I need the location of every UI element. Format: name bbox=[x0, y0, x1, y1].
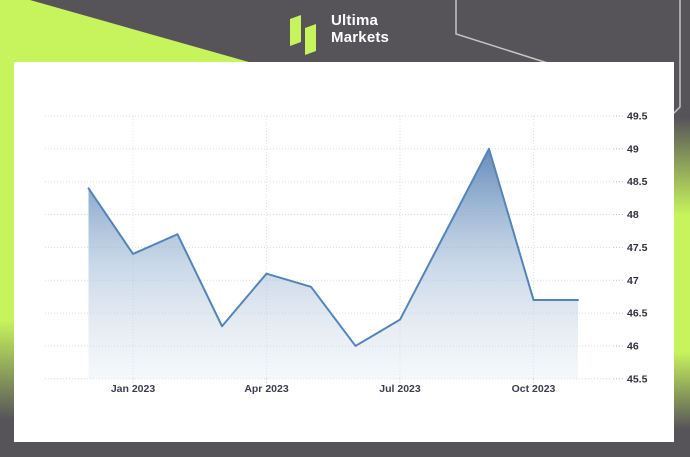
outline-chevron-decorations bbox=[455, 0, 681, 117]
outline-chevron-right bbox=[670, 0, 681, 117]
y-tick-label: 47 bbox=[627, 275, 639, 287]
lime-right-stripe-decoration bbox=[674, 118, 690, 442]
area-series-line bbox=[87, 147, 579, 347]
brand-name: Ultima Markets bbox=[331, 12, 390, 46]
x-tick-label: Jul 2023 bbox=[379, 383, 421, 395]
x-tick-label: Oct 2023 bbox=[512, 383, 556, 395]
y-tick-label: 48 bbox=[627, 209, 639, 221]
chart-card: 49.5 49 48.5 48 47.5 47 46.5 46 45.5 Jan 2023 Apr … bbox=[14, 62, 674, 442]
outline-chevron-left bbox=[455, 0, 555, 66]
y-tick-label: 49.5 bbox=[627, 111, 648, 123]
logo-bar-left bbox=[290, 14, 301, 47]
brand-name-line2: Markets bbox=[331, 28, 390, 46]
y-tick-label: 46 bbox=[627, 340, 639, 352]
y-tick-label: 45.5 bbox=[627, 373, 648, 385]
logo-bar-right bbox=[305, 23, 316, 56]
y-tick-label: 47.5 bbox=[627, 242, 648, 254]
brand-logo: Ultima Markets bbox=[289, 12, 390, 56]
price-area-chart: 49.5 49 48.5 48 47.5 47 46.5 46 45.5 Jan 2023 Apr … bbox=[45, 111, 648, 395]
x-tick-label: Jan 2023 bbox=[111, 383, 156, 395]
lime-left-stripe-decoration bbox=[0, 62, 14, 442]
ultima-markets-logo-icon bbox=[289, 13, 319, 56]
y-tick-label: 49 bbox=[627, 143, 639, 155]
y-tick-label: 48.5 bbox=[627, 176, 648, 188]
brand-name-line1: Ultima bbox=[331, 12, 379, 29]
area-series-fill bbox=[88, 148, 578, 379]
x-tick-label: Apr 2023 bbox=[244, 383, 289, 395]
y-tick-label: 46.5 bbox=[627, 308, 648, 320]
